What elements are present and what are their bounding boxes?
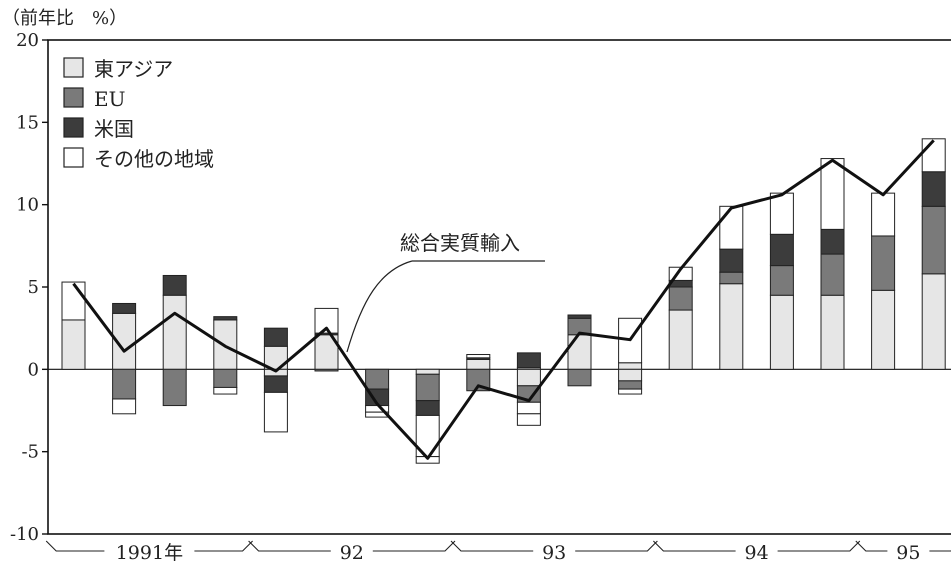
bar-segment	[466, 368, 491, 392]
bar-segment	[162, 368, 187, 407]
y-unit-label: （前年比 %）	[2, 8, 128, 29]
bar-segment	[314, 307, 339, 334]
total-import-line	[72, 139, 935, 460]
bar-segment	[618, 368, 643, 382]
x-group-label: 95	[896, 542, 920, 564]
bar-segment	[61, 319, 86, 370]
bar-segment	[466, 358, 491, 370]
bar-segment	[516, 401, 541, 415]
bar-segment	[213, 368, 238, 388]
bar-segment	[415, 373, 440, 402]
bar-segment	[871, 289, 896, 370]
bar-segment	[820, 228, 845, 255]
bar-segment	[516, 352, 541, 369]
x-group-label: 93	[542, 542, 566, 564]
bar-segment	[769, 294, 794, 370]
bar-segment	[921, 171, 946, 207]
legend-label: 東アジア	[94, 57, 173, 81]
bar-segment	[820, 158, 845, 230]
legend-swatch	[63, 147, 84, 168]
x-group-bracket	[575, 540, 658, 552]
x-group-bracket	[45, 540, 105, 552]
x-group-bracket	[777, 540, 861, 552]
bar-segment	[921, 273, 946, 370]
x-group-bracket	[450, 540, 534, 552]
bar-segment	[668, 286, 693, 311]
bar-segment	[719, 271, 744, 285]
bar-segment	[820, 294, 845, 370]
bar-segment	[668, 309, 693, 370]
bar-segment	[466, 354, 491, 359]
bar-segment	[567, 334, 592, 370]
bar-segment	[769, 192, 794, 235]
bar-segment	[618, 362, 643, 370]
bar-segment	[415, 400, 440, 416]
bar-segment	[162, 294, 187, 370]
bar-segment	[263, 391, 288, 433]
bar-segment	[567, 314, 592, 319]
x-group-bracket	[372, 540, 456, 552]
legend-swatch	[63, 57, 84, 78]
bar-segment	[365, 368, 390, 390]
legend-swatch	[63, 87, 84, 108]
x-group-bracket	[194, 540, 253, 552]
bar-segment	[263, 327, 288, 347]
legend-swatch	[63, 117, 84, 138]
y-tick-label: 15	[16, 112, 39, 133]
bar-segment	[263, 375, 288, 393]
y-tick-label: 5	[28, 277, 39, 298]
x-group-label: 92	[340, 542, 364, 564]
bar-segment	[112, 398, 137, 415]
y-tick-label: -10	[10, 524, 39, 545]
bar-segment	[719, 248, 744, 273]
bar-segment	[769, 233, 794, 267]
bar-segment	[162, 274, 187, 296]
x-group-bracket	[929, 550, 951, 552]
bar-segment	[516, 368, 541, 387]
legend-label: 米国	[94, 117, 134, 141]
bar-segment	[567, 368, 592, 387]
x-group-bracket	[855, 540, 888, 552]
bar-segment	[213, 316, 238, 321]
y-tick-label: 0	[28, 359, 39, 380]
bar-segment	[112, 368, 137, 400]
bar-segment	[820, 253, 845, 296]
bar-segment	[61, 281, 86, 321]
y-tick-label: -5	[21, 442, 39, 463]
bar-segment	[719, 283, 744, 370]
x-group-bracket	[248, 540, 331, 552]
bar-segment	[213, 386, 238, 395]
bar-segment	[618, 380, 643, 390]
bar-segment	[921, 205, 946, 275]
bar-segment	[415, 368, 440, 375]
y-tick-label: 10	[16, 195, 39, 216]
bar-segment	[921, 138, 946, 173]
bar-segment	[871, 235, 896, 291]
bar-segment	[112, 302, 137, 314]
bar-segment	[871, 192, 896, 237]
bar-segment	[314, 368, 339, 372]
y-tick-label: 20	[16, 30, 39, 51]
line-series-label: 総合実質輸入	[400, 231, 520, 255]
bar-segment	[769, 265, 794, 296]
bar-segment	[719, 205, 744, 250]
callout-leader	[346, 260, 413, 353]
x-group-label: 1991年	[116, 542, 183, 564]
legend-label: EU	[94, 87, 125, 111]
x-group-label: 94	[745, 542, 769, 564]
legend-label: その他の地域	[94, 147, 214, 171]
bar-segment	[618, 388, 643, 395]
x-group-bracket	[653, 540, 736, 552]
bar-segment	[516, 413, 541, 426]
